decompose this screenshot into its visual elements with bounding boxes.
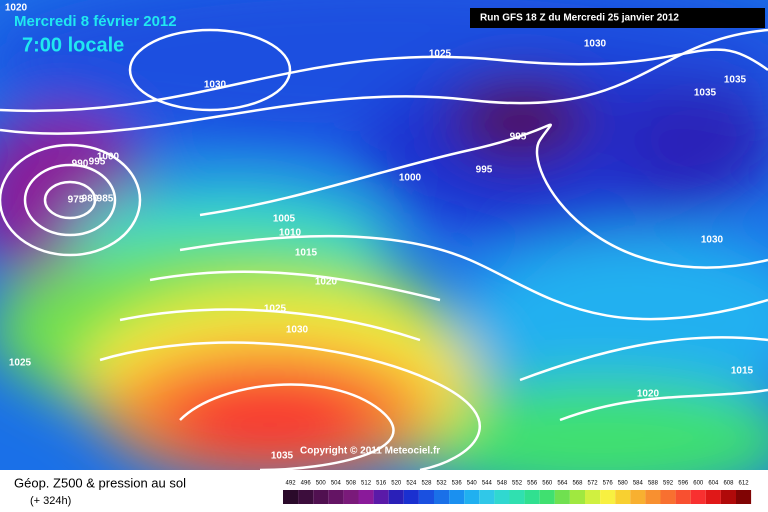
legend-swatch (645, 490, 661, 504)
legend-swatch (418, 490, 434, 504)
date: Mercredi 8 février 2012 (14, 13, 177, 30)
isobar-label: 1025 (264, 304, 287, 315)
legend-swatch (358, 490, 374, 504)
isobar-label: 1025 (429, 49, 452, 60)
legend-swatch (615, 490, 631, 504)
legend-swatch (298, 490, 314, 504)
legend-swatch (464, 490, 480, 504)
legend-swatch (343, 490, 359, 504)
legend-swatch (690, 490, 706, 504)
legend-swatch (736, 490, 752, 504)
legend-label: 540 (467, 481, 478, 487)
legend-label: 612 (739, 481, 750, 487)
isobar-label: 1035 (271, 451, 294, 462)
legend-swatch (539, 490, 555, 504)
isobar-label: 995 (476, 165, 493, 176)
legend-label: 492 (286, 481, 297, 487)
legend-label: 512 (361, 481, 372, 487)
legend-label: 560 (542, 481, 553, 487)
legend-label: 556 (527, 481, 538, 487)
isobar-label: 1010 (279, 228, 302, 239)
legend-swatch (479, 490, 495, 504)
isobar-label: 1005 (273, 214, 296, 225)
legend-label: 580 (618, 481, 629, 487)
legend-swatch (705, 490, 721, 504)
legend-label: 576 (603, 481, 614, 487)
legend-swatch (434, 490, 450, 504)
isobar-label: 1030 (584, 39, 607, 50)
isobar-label: 990 (72, 159, 89, 170)
legend-label: 496 (301, 481, 312, 487)
legend-swatch (388, 490, 404, 504)
isobar-label: 1020 (5, 3, 28, 14)
legend-swatch (585, 490, 601, 504)
isobar-label: 995 (510, 132, 527, 143)
legend-label: 592 (663, 481, 674, 487)
legend-swatch (720, 490, 736, 504)
legend-label: 536 (452, 481, 463, 487)
legend-swatch (403, 490, 419, 504)
run-info: Run GFS 18 Z du Mercredi 25 janvier 2012 (480, 13, 679, 24)
legend-label: 516 (376, 481, 387, 487)
run-box (470, 8, 765, 28)
legend-label: 568 (572, 481, 583, 487)
legend-label: 572 (588, 481, 599, 487)
legend-label: 544 (482, 481, 493, 487)
legend-swatch (569, 490, 585, 504)
field (0, 0, 768, 470)
legend-swatch (600, 490, 616, 504)
legend-label: 528 (421, 481, 432, 487)
legend-label: 504 (331, 481, 342, 487)
isobars (0, 28, 768, 470)
legend-label: 600 (693, 481, 704, 487)
legend-label: 552 (512, 481, 523, 487)
legend-label: 608 (723, 481, 734, 487)
legend-label: 548 (497, 481, 508, 487)
footer-title: Géop. Z500 & pression au sol (14, 475, 186, 490)
legend-label: 584 (633, 481, 644, 487)
isobar-label: 1035 (694, 88, 717, 99)
legend-label: 524 (406, 481, 417, 487)
legend-swatch (373, 490, 389, 504)
isobar-label: 975 (68, 195, 85, 206)
legend-swatch (524, 490, 540, 504)
legend-swatch (449, 490, 465, 504)
isobar-label: 1030 (286, 325, 309, 336)
isobar-label: 985 (97, 194, 114, 205)
copyright: Copyright © 2011 Meteociel.fr (300, 446, 440, 457)
isobar-label: 1015 (731, 366, 754, 377)
legend-label: 520 (391, 481, 402, 487)
isobar-label: 1020 (637, 389, 660, 400)
isobar-label: 1015 (295, 248, 318, 259)
isobar-label: 995 (89, 157, 106, 168)
legend-label: 508 (346, 481, 357, 487)
isobar-label: 1030 (701, 235, 724, 246)
legend-swatch (313, 490, 329, 504)
time: 7:00 locale (22, 34, 124, 56)
footer-subtitle: (+ 324h) (30, 495, 71, 507)
legend-swatch (660, 490, 676, 504)
legend-swatch (630, 490, 646, 504)
legend-swatch (283, 490, 299, 504)
isobar-label: 1020 (315, 277, 338, 288)
isobar-label: 980 (82, 194, 99, 205)
legend-label: 596 (678, 481, 689, 487)
isobar-label: 1000 (399, 173, 422, 184)
legend-label: 564 (557, 481, 568, 487)
legend-label: 532 (437, 481, 448, 487)
legend-swatch (675, 490, 691, 504)
isobar-label: 1000 (97, 152, 120, 163)
legend-label: 604 (708, 481, 719, 487)
isobar-label: 1025 (9, 358, 32, 369)
legend-swatch (328, 490, 344, 504)
legend-swatch (494, 490, 510, 504)
isobar-label: 1030 (204, 80, 227, 91)
legend-label: 588 (648, 481, 659, 487)
legend-label: 500 (316, 481, 327, 487)
isobar-label: 1035 (724, 75, 747, 86)
legend-swatch (509, 490, 525, 504)
legend-swatch (554, 490, 570, 504)
